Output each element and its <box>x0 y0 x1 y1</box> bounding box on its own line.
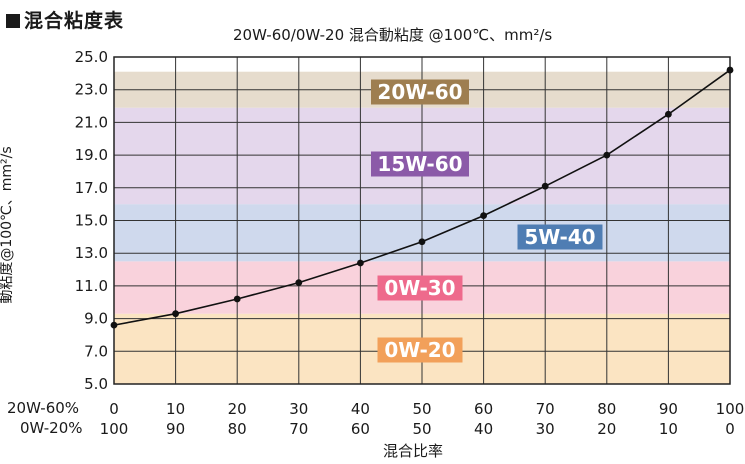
y-tick-label: 21.0 <box>75 113 108 131</box>
x-tick-label: 80 <box>228 420 247 438</box>
y-tick-label: 11.0 <box>75 277 108 295</box>
x-tick-label: 60 <box>351 420 370 438</box>
grade-tag-label: 0W-30 <box>384 276 455 300</box>
grade-tag-5w-40 <box>517 224 603 250</box>
grade-band-labels: 0W-20 0W-30 5W-40 15W-60 20W-60 <box>371 79 603 363</box>
x-row-label-0w20: 0W-20% <box>20 419 83 437</box>
data-point <box>295 279 303 287</box>
data-point <box>480 212 487 219</box>
grade-tag-label: 5W-40 <box>524 225 595 249</box>
square-bullet-icon <box>6 14 20 28</box>
x-tick-label: 90 <box>166 420 185 438</box>
data-point <box>172 310 180 318</box>
grade-tag-15w-60 <box>371 151 469 177</box>
x-tick-label: 60 <box>474 400 493 418</box>
data-point <box>541 182 549 190</box>
x-tick-label: 100 <box>716 400 745 418</box>
chart-title: 20W-60/0W-20 混合動粘度 @100℃、mm²/s <box>233 26 553 44</box>
x-tick-label: 20 <box>597 420 616 438</box>
grade-tag-0w-30 <box>377 275 463 301</box>
x-tick-label: 30 <box>289 400 308 418</box>
y-tick-label: 17.0 <box>75 179 108 197</box>
x-tick-label: 40 <box>351 400 370 418</box>
y-tick-label: 7.0 <box>84 342 108 360</box>
data-point <box>110 321 118 329</box>
grade-tag-label: 0W-20 <box>384 338 455 362</box>
x-tick-label: 30 <box>536 420 555 438</box>
data-point <box>603 151 611 159</box>
y-tick-label: 25.0 <box>75 48 108 66</box>
plot-frame <box>113 56 731 385</box>
x-tick-label: 0 <box>725 420 735 438</box>
grid-lines <box>113 56 731 385</box>
x-tick-label: 100 <box>100 420 129 438</box>
y-tick-label: 23.0 <box>75 81 108 99</box>
x-tick-label: 50 <box>412 420 431 438</box>
x-tick-label: 70 <box>289 420 308 438</box>
x-tick-label: 10 <box>166 400 185 418</box>
data-point <box>233 295 241 303</box>
x-tick-label: 50 <box>412 400 431 418</box>
grade-tag-20w-60 <box>371 79 469 105</box>
x-tick-label: 90 <box>659 400 678 418</box>
viscosity-series <box>110 66 734 329</box>
y-tick-label: 5.0 <box>84 375 108 393</box>
data-point <box>357 259 364 267</box>
data-point <box>665 110 672 118</box>
x-tick-label: 40 <box>474 420 493 438</box>
x-tick-label: 10 <box>659 420 678 438</box>
y-tick-label: 19.0 <box>75 146 108 164</box>
grade-tag-label: 15W-60 <box>377 152 462 176</box>
x-tick-label: 0 <box>109 400 119 418</box>
section-heading-text: 混合粘度表 <box>24 10 125 32</box>
x-tick-label: 80 <box>597 400 616 418</box>
data-point <box>418 238 426 246</box>
y-tick-labels: 5.0 7.0 9.0 11.0 13.0 15.0 17.0 19.0 21.0 23.0 25.… <box>75 48 108 393</box>
data-point <box>726 66 734 74</box>
y-tick-label: 9.0 <box>84 310 108 328</box>
grade-tag-0w-20 <box>377 337 463 363</box>
grade-tag-label: 20W-60 <box>377 80 462 104</box>
y-tick-label: 15.0 <box>75 212 108 230</box>
x-tick-label: 20 <box>228 400 247 418</box>
x-row-label-20w60: 20W-60% <box>7 399 80 417</box>
y-tick-label: 13.0 <box>75 244 108 262</box>
section-heading: 混合粘度表 <box>6 6 124 33</box>
x-axis-label: 混合比率 <box>383 442 444 460</box>
x-tick-label: 70 <box>536 400 555 418</box>
